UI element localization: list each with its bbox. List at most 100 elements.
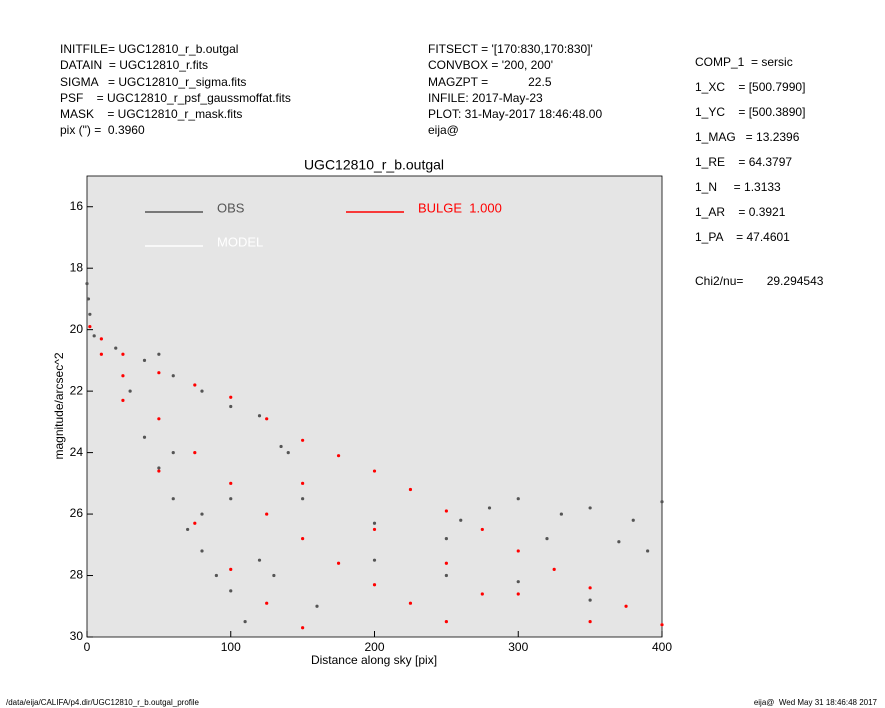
footer-path: /data/eija/CALIFA/p4.dir/UGC12810_r_b.ou… [6, 698, 200, 707]
data-point [372, 521, 377, 525]
data-point [408, 487, 413, 492]
x-tick-label: 0 [84, 640, 91, 654]
data-point [372, 583, 377, 587]
data-point [171, 497, 175, 501]
parameter-line: COMP_1 = sersic [695, 55, 793, 69]
header-line: SIGMA = UGC12810_r_sigma.fits [60, 74, 247, 89]
x-axis-label: Distance along sky [pix] [311, 653, 437, 667]
y-tick-label: 22 [70, 383, 84, 397]
legend-label: MODEL [217, 234, 263, 249]
data-point [516, 497, 520, 501]
y-tick-label: 26 [70, 506, 84, 520]
data-point [444, 561, 448, 565]
data-point [200, 512, 204, 516]
data-point [88, 324, 92, 329]
data-point [157, 466, 161, 470]
footer-stamp: eija@ Wed May 31 18:46:48 2017 [753, 698, 877, 707]
data-point [121, 352, 125, 356]
data-point [88, 312, 92, 316]
x-tick-label: 300 [508, 640, 528, 654]
data-point [157, 469, 161, 473]
data-point [444, 620, 448, 624]
legend-label: OBS [217, 200, 245, 215]
data-point [85, 281, 89, 286]
header-line: DATAIN = UGC12810_r.fits [60, 58, 208, 73]
data-point [157, 371, 161, 375]
data-point [265, 512, 269, 516]
data-point [588, 506, 592, 510]
data-point [171, 451, 175, 455]
header-line: PSF = UGC12810_r_psf_gaussmoffat.fits [60, 90, 291, 105]
data-point [229, 481, 233, 485]
y-tick-label: 30 [70, 629, 84, 643]
data-point [372, 469, 377, 473]
data-point [142, 435, 147, 439]
data-point [372, 527, 377, 532]
data-point [301, 481, 305, 485]
data-point [444, 509, 448, 513]
y-tick-label: 28 [70, 568, 84, 582]
data-point [142, 358, 147, 362]
data-point [588, 586, 592, 590]
data-point [214, 573, 218, 578]
parameter-line: 1_XC = [500.7990] [695, 80, 806, 94]
data-point [408, 601, 413, 605]
data-point [193, 451, 197, 455]
data-point [559, 512, 563, 516]
data-point [265, 417, 269, 421]
data-point [157, 417, 161, 421]
data-point [121, 398, 125, 402]
data-point [114, 346, 118, 350]
data-point [301, 497, 305, 501]
data-point [171, 374, 175, 378]
header-line: pix (") = 0.3960 [60, 123, 145, 138]
header-line: FITSECT = '[170:830,170:830]' [428, 42, 593, 56]
data-point [660, 623, 664, 627]
data-point [257, 414, 262, 418]
data-point [646, 549, 650, 553]
data-point [480, 592, 484, 596]
data-point [301, 438, 305, 442]
data-point [257, 558, 262, 562]
data-point [99, 352, 103, 356]
header-line: eija@ [428, 123, 459, 138]
header-left: INITFILE= UGC12810_r_b.outgal DATAIN = UG… [60, 41, 291, 139]
fit-parameters: COMP_1 = sersic 1_XC = [500.7990] 1_YC = [… [695, 50, 805, 250]
header-line: INITFILE= UGC12810_r_b.outgal [60, 42, 239, 56]
data-point [265, 601, 269, 605]
data-point [624, 604, 628, 608]
data-point [552, 567, 556, 571]
data-point [516, 580, 520, 584]
data-point [487, 506, 492, 510]
data-point [193, 521, 197, 525]
data-point [631, 518, 635, 522]
data-point [301, 537, 305, 541]
data-point [372, 558, 377, 562]
header-line: CONVBOX = '200, 200' [428, 58, 553, 73]
data-point [459, 518, 463, 522]
y-tick-label: 16 [70, 199, 84, 213]
header-line: INFILE: 2017-May-23 [428, 90, 543, 105]
data-point [480, 527, 484, 532]
data-point [229, 395, 233, 399]
data-point [588, 598, 592, 602]
parameter-line: 1_AR = 0.3921 [695, 205, 786, 219]
data-point [545, 537, 549, 541]
parameter-line: 1_MAG = 13.2396 [695, 130, 800, 144]
parameter-line: 1_RE = 64.3797 [695, 155, 793, 169]
data-point [157, 352, 161, 356]
data-point [200, 549, 204, 553]
chi-square: Chi2/nu= 29.294543 [695, 274, 824, 288]
y-tick-label: 20 [70, 322, 84, 336]
data-point [121, 374, 125, 378]
data-point [229, 497, 233, 501]
data-point [186, 527, 190, 532]
data-point [229, 589, 233, 593]
x-tick-label: 200 [364, 640, 384, 654]
data-point [588, 620, 592, 624]
y-axis-label: magnitude/arcsec^2 [52, 352, 66, 459]
data-point [516, 592, 520, 596]
x-tick-label: 400 [652, 640, 672, 654]
parameter-line: 1_PA = 47.4601 [695, 230, 790, 244]
